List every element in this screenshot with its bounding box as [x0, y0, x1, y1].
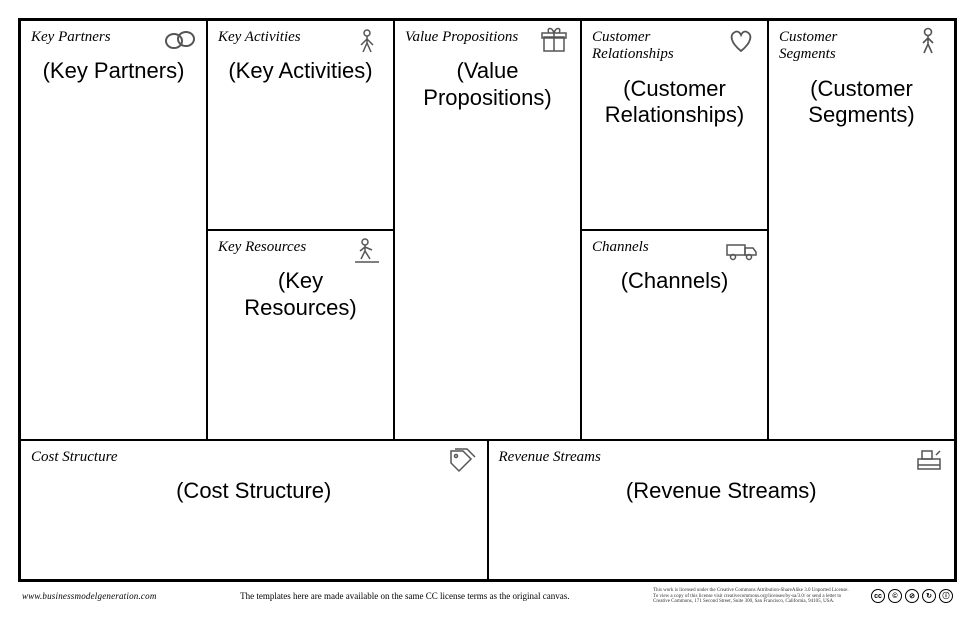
col-key-partners: Key Partners (Key Partners) [20, 20, 207, 440]
gift-icon [534, 25, 574, 55]
cash-register-icon [908, 445, 948, 475]
block-channels: Channels (Channels) [581, 230, 768, 440]
content-revenue-streams: (Revenue Streams) [499, 478, 945, 504]
content-key-activities: (Key Activities) [218, 58, 383, 84]
business-model-canvas: Key Partners (Key Partners) Key Activiti… [0, 0, 975, 625]
col-value-prop: Value Propositions (Value Propositions) [394, 20, 581, 440]
cc-badges: cc © ⊘ ↻ ⓘ [871, 589, 953, 603]
tags-icon [441, 445, 481, 475]
block-revenue-streams: Revenue Streams (Revenue Streams) [488, 440, 956, 580]
person-icon [908, 25, 948, 55]
title-revenue-streams: Revenue Streams [499, 449, 811, 466]
title-key-activities: Key Activities [218, 29, 334, 46]
content-value-propositions: (Value Propositions) [405, 58, 570, 111]
block-customer-relationships: Customer Relationships (Customer Relatio… [581, 20, 768, 230]
canvas-grid: Key Partners (Key Partners) Key Activiti… [18, 18, 957, 582]
content-channels: (Channels) [592, 268, 757, 294]
footer-url: www.businessmodelgeneration.com [22, 591, 157, 601]
title-value-propositions: Value Propositions [405, 29, 521, 46]
footer: www.businessmodelgeneration.com The temp… [18, 582, 957, 605]
cc-badge-icon: ⊘ [905, 589, 919, 603]
heart-icon [721, 25, 761, 55]
link-rings-icon [160, 25, 200, 55]
content-customer-segments: (Customer Segments) [779, 76, 944, 129]
footer-note: The templates here are made available on… [175, 591, 635, 601]
block-cost-structure: Cost Structure (Cost Structure) [20, 440, 488, 580]
truck-icon [721, 235, 761, 265]
col-activities-resources: Key Activities (Key Activities) Key Reso… [207, 20, 394, 440]
block-value-propositions: Value Propositions (Value Propositions) [394, 20, 581, 440]
content-customer-relationships: (Customer Relationships) [592, 76, 757, 129]
title-key-resources: Key Resources [218, 239, 334, 256]
cc-badge-icon: cc [871, 589, 885, 603]
footer-fine-print: This work is licensed under the Creative… [653, 588, 853, 605]
block-key-resources: Key Resources (Key Resources) [207, 230, 394, 440]
title-customer-segments: Customer Segments [779, 29, 895, 64]
canvas-top-row: Key Partners (Key Partners) Key Activiti… [20, 20, 955, 440]
worker-flat-icon [347, 235, 387, 265]
title-customer-relationships: Customer Relationships [592, 29, 708, 64]
title-key-partners: Key Partners [31, 29, 147, 46]
block-key-activities: Key Activities (Key Activities) [207, 20, 394, 230]
content-key-resources: (Key Resources) [218, 268, 383, 321]
content-cost-structure: (Cost Structure) [31, 478, 477, 504]
worker-icon [347, 25, 387, 55]
title-cost-structure: Cost Structure [31, 449, 343, 466]
cc-badge-icon: ↻ [922, 589, 936, 603]
block-customer-segments: Customer Segments (Customer Segments) [768, 20, 955, 440]
content-key-partners: (Key Partners) [31, 58, 196, 84]
title-channels: Channels [592, 239, 708, 256]
canvas-bottom-row: Cost Structure (Cost Structure) Revenue … [20, 440, 955, 580]
col-relationships-channels: Customer Relationships (Customer Relatio… [581, 20, 768, 440]
block-key-partners: Key Partners (Key Partners) [20, 20, 207, 440]
cc-badge-icon: ⓘ [939, 589, 953, 603]
cc-badge-icon: © [888, 589, 902, 603]
col-customer-segments: Customer Segments (Customer Segments) [768, 20, 955, 440]
